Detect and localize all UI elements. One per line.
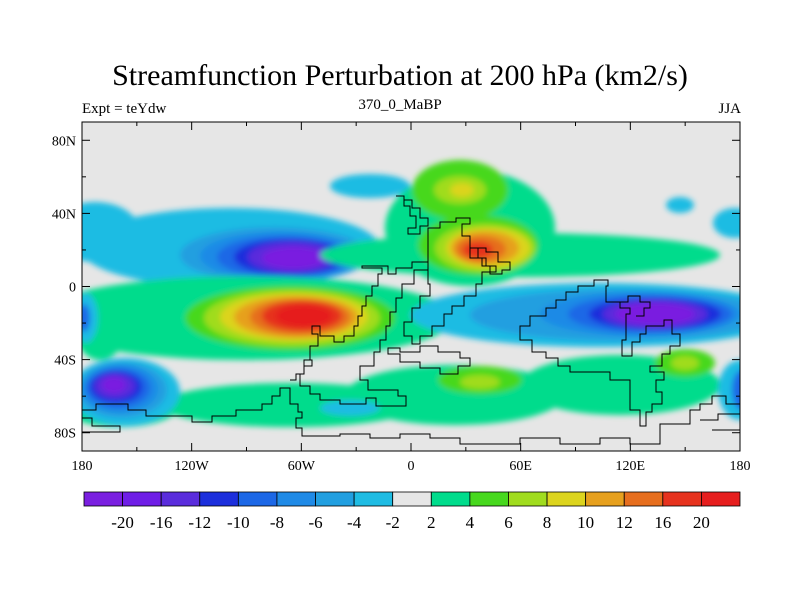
colorbar-label: -8 [270, 513, 284, 532]
colorbar-label: -16 [150, 513, 173, 532]
colorbar-label: 4 [466, 513, 475, 532]
colorbar-label: 12 [616, 513, 633, 532]
colorbar-label: -6 [308, 513, 322, 532]
colorbar-label: -20 [111, 513, 134, 532]
colorbar-swatch [623, 491, 664, 507]
colorbar-swatch [430, 491, 471, 507]
colorbar: -20 -16 -12 -10 -8 -6 -4 -2 2 4 6 8 10 12 16 20 [83, 491, 741, 532]
colorbar-label: 8 [543, 513, 552, 532]
colorbar-swatch [585, 491, 625, 507]
colorbar-swatch [353, 491, 394, 507]
pos-ridge-sio-center [460, 375, 500, 389]
experiment-label: Expt = teYdw [82, 101, 167, 117]
neg-patch-north-atlantic [330, 174, 410, 198]
pos-high-eurasia-center [450, 183, 474, 197]
colorbar-swatch [546, 491, 587, 507]
contour-field [82, 160, 740, 445]
outline-middle-east [469, 247, 511, 275]
neg-low-spac-l6 [102, 377, 126, 393]
neg-patch-east [713, 208, 740, 238]
colorbar-swatch [469, 491, 509, 507]
neg-low-east-edge-core [732, 370, 740, 410]
season-label: JJA [718, 101, 741, 117]
neg-low-indopac-l6 [615, 303, 695, 325]
colorbar-swatch [122, 491, 162, 507]
outline-asia-coast [620, 295, 651, 317]
x-tick-label: 60E [509, 459, 532, 474]
pos-ridge-swp-center [671, 356, 699, 370]
x-tick-label: 60W [288, 459, 316, 474]
colorbar-label: 10 [577, 513, 594, 532]
y-tick-label: 0 [69, 281, 76, 296]
colorbar-label: -4 [347, 513, 362, 532]
colorbar-swatch [315, 491, 355, 507]
outline-north-america [396, 195, 429, 235]
outline-americas [299, 261, 429, 407]
outline-south-america-south [387, 345, 471, 375]
neg-patch-npac-east [666, 197, 694, 213]
case-label: 370_0_MaBP [358, 97, 442, 113]
map-title: Streamfunction Perturbation at 200 hPa (… [112, 59, 688, 92]
colorbar-swatch [392, 491, 432, 507]
y-tick-label: 80S [54, 427, 76, 442]
colorbar-label: 16 [654, 513, 671, 532]
x-tick-label: 0 [408, 459, 415, 474]
colorbar-swatch [701, 491, 741, 507]
y-tick-label: 80N [52, 134, 76, 149]
continent-outlines [82, 195, 740, 445]
colorbar-label: -10 [227, 513, 250, 532]
x-tick-label: 120E [616, 459, 646, 474]
neg-low-east-edge [718, 360, 740, 420]
colorbar-label: 2 [427, 513, 436, 532]
x-tick-label: 180 [72, 459, 93, 474]
colorbar-label: 6 [504, 513, 513, 532]
outline-australia [519, 279, 681, 427]
colorbar-swatch [508, 491, 548, 507]
colorbar-label: -12 [188, 513, 211, 532]
neg-band-west [82, 202, 140, 262]
outline-antarctica [82, 387, 740, 445]
outline-africa [403, 217, 497, 345]
colorbar-swatch [199, 491, 239, 507]
colorbar-label: -2 [386, 513, 400, 532]
colorbar-swatch [160, 491, 201, 507]
outline-pacific-coast [290, 359, 313, 381]
colorbar-swatch [662, 491, 702, 507]
axis-ticks: 180 120W 60W 0 60E 120E 180 80N 40N 0 40S 80S [52, 122, 751, 474]
x-tick-label: 180 [730, 459, 751, 474]
y-tick-label: 40N [52, 207, 76, 222]
neg-low-npac-l6 [262, 247, 326, 269]
colorbar-swatch [276, 491, 316, 507]
neg-patch-south-atl [320, 400, 380, 416]
neg-patch-west-edge-core [82, 304, 90, 332]
y-tick-label: 40S [54, 354, 76, 369]
x-tick-label: 120W [175, 459, 210, 474]
colorbar-swatch [237, 491, 278, 507]
pos-high-satl-l7 [276, 305, 332, 327]
colorbar-label: 20 [693, 513, 710, 532]
colorbar-swatch [83, 491, 123, 507]
